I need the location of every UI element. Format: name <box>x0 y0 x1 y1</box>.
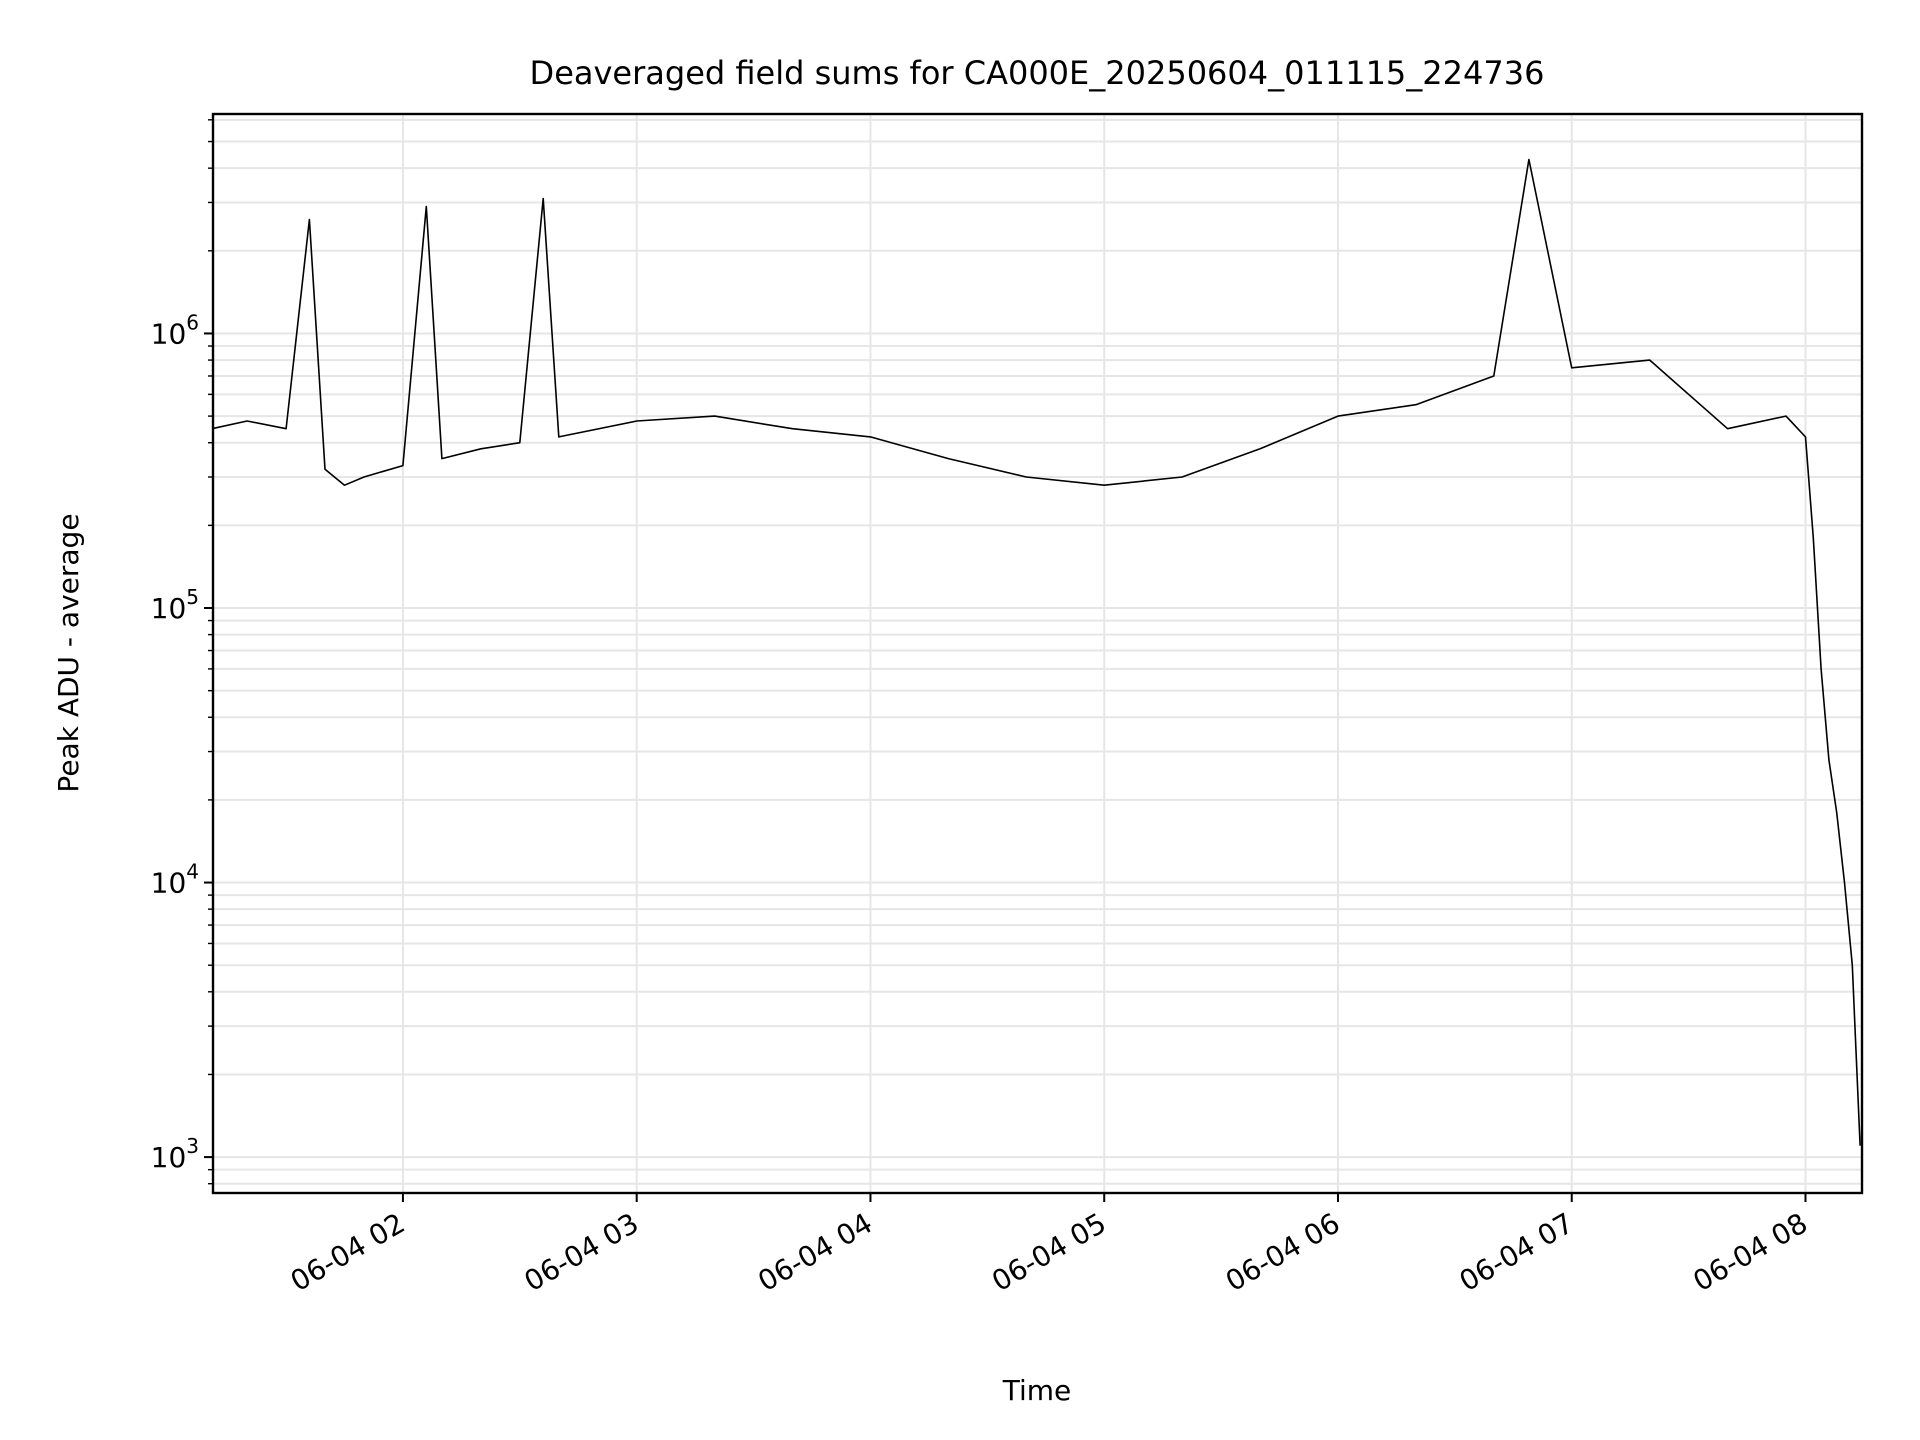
y-axis-label: Peak ADU - average <box>52 513 85 792</box>
y-tick-label: 105 <box>151 585 199 625</box>
y-tick-label: 103 <box>151 1134 199 1174</box>
y-tick-label: 104 <box>151 860 199 900</box>
grid <box>213 114 1862 1193</box>
series-line <box>211 158 1861 1146</box>
chart-title: Deaveraged field sums for CA000E_2025060… <box>530 54 1545 92</box>
plot-frame <box>211 112 1864 1195</box>
series-polyline <box>211 158 1861 1146</box>
x-axis-label: Time <box>1002 1374 1072 1407</box>
y-tick-label: 106 <box>151 310 199 350</box>
